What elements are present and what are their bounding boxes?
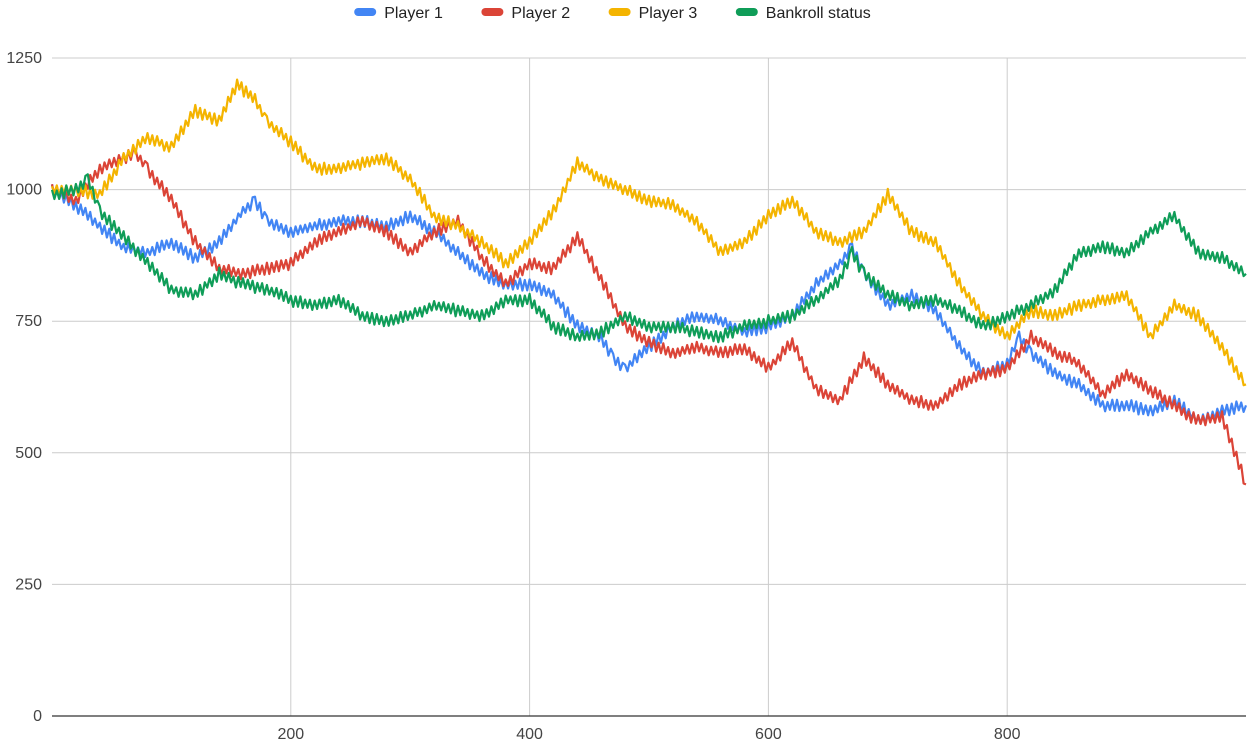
legend-swatch bbox=[354, 8, 377, 16]
legend-label: Player 2 bbox=[511, 5, 570, 22]
legend-item: Bankroll status bbox=[735, 5, 871, 22]
y-tick-label: 1000 bbox=[6, 182, 42, 199]
legend-label: Player 3 bbox=[639, 5, 698, 22]
series-line-player-2 bbox=[50, 147, 1247, 486]
y-tick-label: 0 bbox=[33, 708, 42, 725]
legend-item: Player 3 bbox=[608, 5, 698, 22]
gridlines bbox=[52, 57, 1246, 716]
legend-swatch bbox=[735, 8, 758, 16]
series-line-player-1 bbox=[50, 184, 1248, 425]
legend-item: Player 1 bbox=[354, 5, 443, 22]
y-tick-label: 1250 bbox=[6, 50, 42, 67]
legend-item: Player 2 bbox=[481, 5, 570, 22]
y-tick-label: 250 bbox=[15, 576, 42, 593]
y-tick-labels: 0 250 500 750 1000 1250 bbox=[6, 50, 42, 725]
x-tick-labels: 200 400 600 800 bbox=[277, 726, 1020, 743]
legend: Player 1 Player 2 Player 3 Bankroll status bbox=[354, 5, 871, 22]
legend-swatch bbox=[608, 8, 631, 16]
y-tick-label: 500 bbox=[15, 445, 42, 462]
legend-swatch bbox=[481, 8, 504, 16]
x-tick-label: 800 bbox=[994, 726, 1021, 743]
x-tick-label: 600 bbox=[755, 726, 782, 743]
series-lines bbox=[50, 78, 1248, 486]
x-tick-label: 200 bbox=[277, 726, 304, 743]
legend-label: Player 1 bbox=[384, 5, 443, 22]
y-tick-label: 750 bbox=[15, 313, 42, 330]
x-tick-label: 400 bbox=[516, 726, 543, 743]
series-line-player-3 bbox=[50, 78, 1247, 387]
series-line-bankroll-status bbox=[50, 173, 1247, 344]
legend-label: Bankroll status bbox=[766, 5, 871, 22]
